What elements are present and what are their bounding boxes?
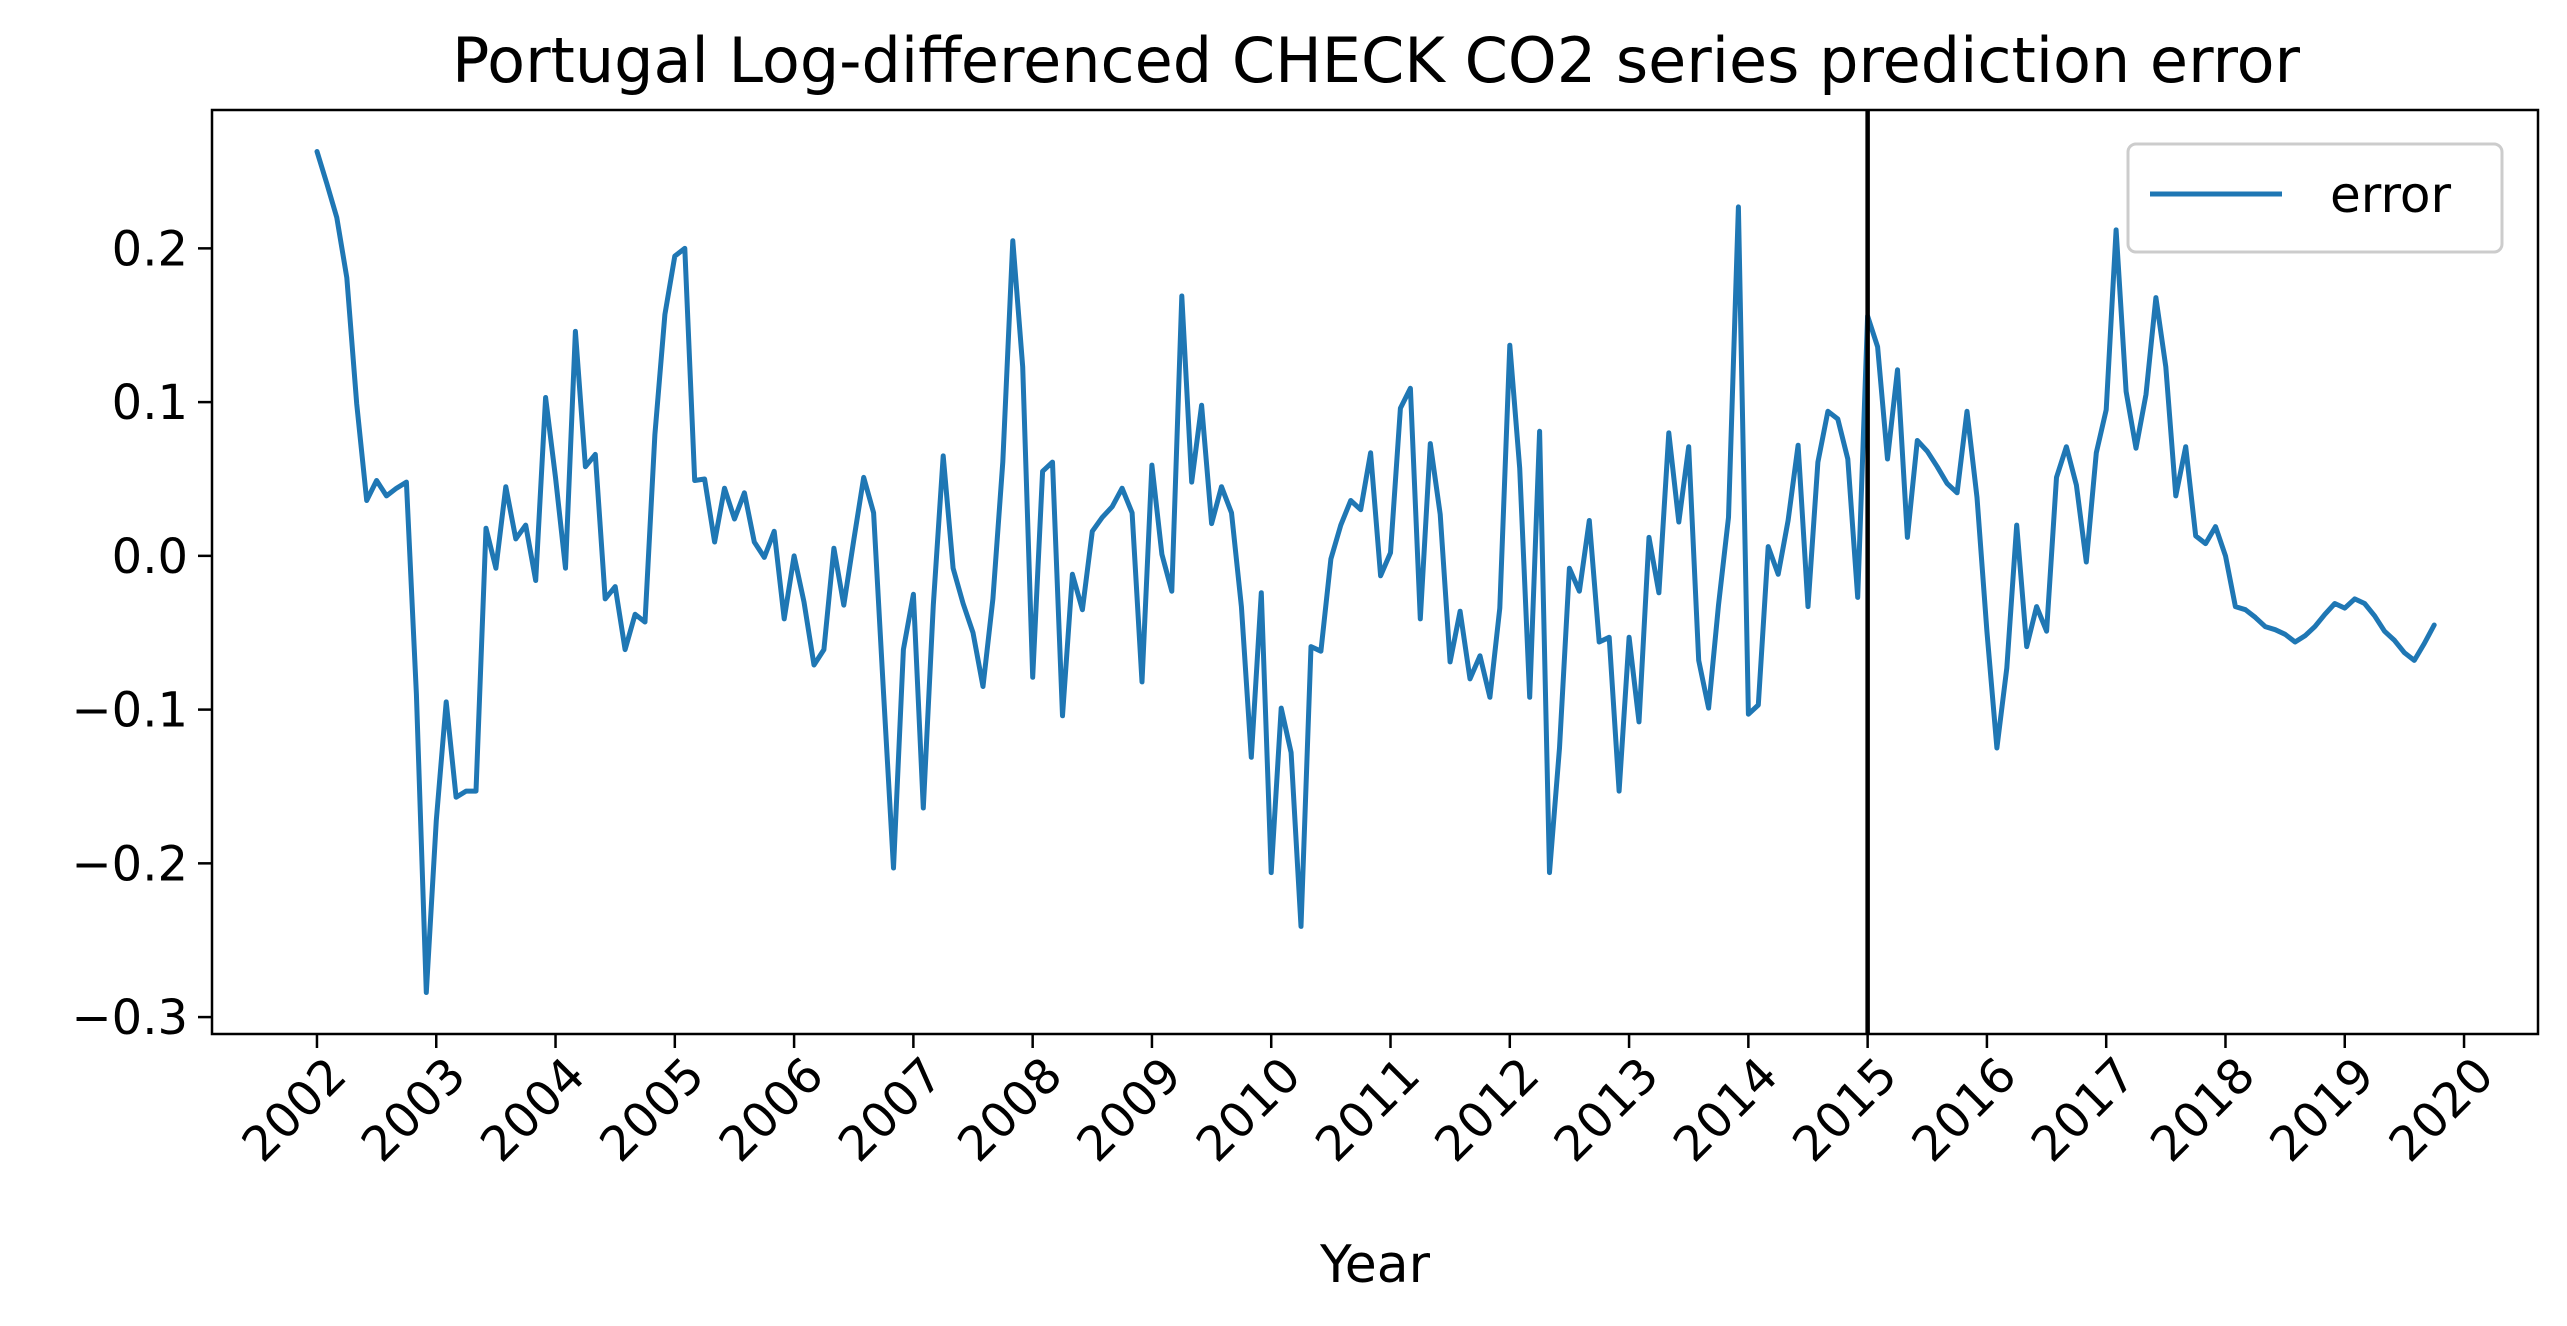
legend-label-error: error [2330,166,2451,224]
y-tick-label: −0.2 [71,836,188,892]
chart-title: Portugal Log-differenced CHECK CO2 serie… [452,24,2301,97]
legend: error [2126,142,2504,254]
y-tick-label: 0.1 [112,375,188,431]
y-tick-label: −0.1 [71,683,188,739]
legend-frame [2126,142,2504,254]
y-tick-label: 0.0 [112,529,188,585]
plot-frame [210,108,2540,1036]
series-line-error [314,149,2437,995]
x-axis-label: Year [1319,1235,1431,1295]
y-axis: 0.2 0.1 0.0 −0.1 −0.2 −0.3 [71,221,212,1046]
y-tick-label: 0.2 [112,221,188,277]
y-tick-label: −0.3 [71,990,188,1046]
plot-area [314,110,2437,1034]
